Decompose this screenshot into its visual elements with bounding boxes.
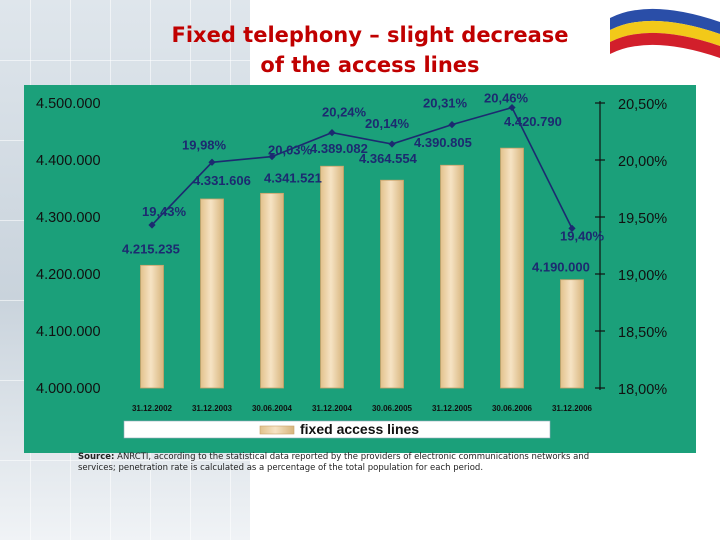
right-tick-label: 19,50% <box>618 211 667 227</box>
bar-value-label: 4.420.790 <box>504 114 562 129</box>
decor-line <box>0 60 250 61</box>
decor-line <box>0 460 250 461</box>
legend-box <box>123 420 551 439</box>
line-value-label: 20,31% <box>423 96 468 111</box>
source-label: Source: <box>78 452 115 462</box>
bar <box>260 192 284 389</box>
line-marker <box>508 103 516 112</box>
left-axis: 4.000.000 4.100.000 4.200.000 4.300.000 4.40… <box>36 96 101 397</box>
line-series: 19,43% 19,98% 20,03% 20,24%20,14% 20,31% 20,4… <box>142 91 605 244</box>
bar-series: 4.215.235 4.331.606 4.341.521 4.389.0824.36… <box>122 114 590 389</box>
left-tick-label: 4.300.000 <box>36 210 101 226</box>
bar-value-label: 4.331.606 <box>193 173 251 188</box>
right-tick-label: 18,50% <box>618 325 667 341</box>
chart-panel: 4.000.000 4.100.000 4.200.000 4.300.000 4.40… <box>24 85 696 453</box>
line-value-label: 19,98% <box>182 137 227 152</box>
category-label: 30.06.2004 <box>252 404 293 413</box>
legend: fixed access lines <box>123 420 551 439</box>
bar-value-label: 4.215.235 <box>122 241 180 256</box>
line-value-label: 20,03% <box>268 143 313 158</box>
line-value-label: 20,24% <box>322 105 367 120</box>
line-marker <box>208 158 216 166</box>
bar <box>140 264 164 389</box>
line-value-label: 19,43% <box>142 204 187 219</box>
line-marker <box>568 224 576 232</box>
bar-value-label: 4.341.521 <box>264 170 322 185</box>
category-axis: 31.12.2002 31.12.2003 30.06.2004 31.12.2004… <box>132 404 593 413</box>
source-note: Source: ANRCTI, according to the statist… <box>78 452 618 474</box>
legend-swatch <box>259 425 295 435</box>
title-line-2: of the access lines <box>260 53 480 77</box>
left-tick-label: 4.100.000 <box>36 324 101 340</box>
source-text: ANRCTI, according to the statistical dat… <box>78 452 590 473</box>
bar-value-label: 4.364.554 <box>359 151 418 166</box>
bar-value-label: 4.390.805 <box>414 135 472 150</box>
bar <box>380 179 404 389</box>
category-label: 30.06.2006 <box>492 404 533 413</box>
category-label: 31.12.2003 <box>192 404 233 413</box>
bar <box>440 164 464 389</box>
left-tick-label: 4.200.000 <box>36 267 101 283</box>
page-title: Fixed telephony – slight decrease of the… <box>140 20 600 80</box>
right-tick-label: 19,00% <box>618 268 667 284</box>
category-label: 31.12.2004 <box>312 404 353 413</box>
bar-value-label: 4.190.000 <box>532 260 590 275</box>
right-tick-label: 20,50% <box>618 97 667 113</box>
line-marker <box>148 221 156 229</box>
left-tick-label: 4.400.000 <box>36 153 101 169</box>
flag-icon <box>610 8 720 58</box>
bar <box>560 279 584 389</box>
bar <box>200 198 224 389</box>
category-label: 31.12.2002 <box>132 404 173 413</box>
line-marker <box>388 140 396 148</box>
right-tick-label: 20,00% <box>618 154 667 170</box>
category-label: 30.06.2005 <box>372 404 413 413</box>
line-marker <box>448 121 456 129</box>
category-label: 31.12.2006 <box>552 404 593 413</box>
combo-chart: 4.000.000 4.100.000 4.200.000 4.300.000 4.40… <box>36 91 667 439</box>
category-label: 31.12.2005 <box>432 404 473 413</box>
line-value-label: 20,14% <box>365 116 410 131</box>
bar-value-label: 4.389.082 <box>310 141 368 156</box>
left-tick-label: 4.500.000 <box>36 96 101 112</box>
left-tick-label: 4.000.000 <box>36 381 101 397</box>
line-marker <box>268 152 276 161</box>
penetration-line <box>151 106 573 229</box>
line-value-label: 20,46% <box>484 91 529 106</box>
line-marker <box>328 129 336 137</box>
title-line-1: Fixed telephony – slight decrease <box>171 23 569 47</box>
bar <box>500 147 524 389</box>
right-tick-label: 18,00% <box>618 382 667 398</box>
right-axis: 18,00% 18,50% 19,00% 19,50% 20,00% 20,50% <box>595 97 667 398</box>
legend-label: fixed access lines <box>300 421 419 437</box>
bar <box>320 165 344 389</box>
line-value-label: 19,40% <box>560 228 605 243</box>
